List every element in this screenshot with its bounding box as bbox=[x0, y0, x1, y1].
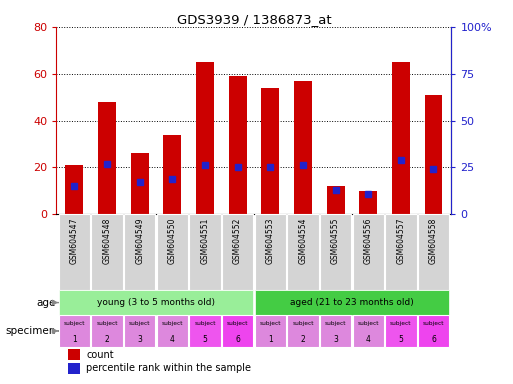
Bar bbox=[254, 315, 286, 347]
Bar bbox=[58, 214, 90, 290]
Bar bbox=[229, 76, 247, 214]
Bar bbox=[196, 62, 214, 214]
Text: subject: subject bbox=[260, 321, 281, 326]
Bar bbox=[352, 214, 384, 290]
Text: subject: subject bbox=[390, 321, 411, 326]
Text: subject: subject bbox=[423, 321, 444, 326]
Bar bbox=[222, 214, 253, 290]
Text: GSM604550: GSM604550 bbox=[168, 218, 177, 265]
Bar bbox=[320, 214, 351, 290]
Bar bbox=[58, 290, 253, 315]
Bar bbox=[156, 315, 188, 347]
Text: specimen: specimen bbox=[6, 326, 56, 336]
Bar bbox=[287, 315, 319, 347]
Bar bbox=[294, 81, 312, 214]
Text: subject: subject bbox=[162, 321, 183, 326]
Text: subject: subject bbox=[96, 321, 118, 326]
Text: GSM604549: GSM604549 bbox=[135, 218, 144, 265]
Bar bbox=[98, 102, 116, 214]
Bar bbox=[385, 315, 417, 347]
Text: young (3 to 5 months old): young (3 to 5 months old) bbox=[97, 298, 215, 307]
Text: subject: subject bbox=[194, 321, 216, 326]
Text: GSM604553: GSM604553 bbox=[266, 218, 275, 265]
Text: 5: 5 bbox=[203, 334, 207, 344]
Bar bbox=[392, 62, 410, 214]
Text: 1: 1 bbox=[72, 334, 77, 344]
Text: GSM604557: GSM604557 bbox=[397, 218, 405, 265]
Text: subject: subject bbox=[64, 321, 85, 326]
Text: age: age bbox=[36, 298, 56, 308]
Bar bbox=[66, 165, 83, 214]
Bar bbox=[327, 186, 345, 214]
Bar bbox=[385, 214, 417, 290]
Text: GSM604555: GSM604555 bbox=[331, 218, 340, 265]
Title: GDS3939 / 1386873_at: GDS3939 / 1386873_at bbox=[176, 13, 331, 26]
Bar bbox=[124, 214, 155, 290]
Bar bbox=[58, 315, 90, 347]
Bar bbox=[156, 214, 188, 290]
Text: aged (21 to 23 months old): aged (21 to 23 months old) bbox=[290, 298, 414, 307]
Bar bbox=[131, 153, 149, 214]
Bar bbox=[222, 315, 253, 347]
Bar bbox=[189, 315, 221, 347]
Bar bbox=[163, 134, 181, 214]
Text: 3: 3 bbox=[333, 334, 338, 344]
Text: 3: 3 bbox=[137, 334, 142, 344]
Text: 4: 4 bbox=[366, 334, 370, 344]
Text: GSM604556: GSM604556 bbox=[364, 218, 372, 265]
Text: 2: 2 bbox=[301, 334, 305, 344]
Text: 1: 1 bbox=[268, 334, 272, 344]
Text: subject: subject bbox=[227, 321, 248, 326]
Text: 6: 6 bbox=[431, 334, 436, 344]
Bar bbox=[352, 315, 384, 347]
Text: GSM604558: GSM604558 bbox=[429, 218, 438, 264]
Text: 2: 2 bbox=[105, 334, 109, 344]
Text: GSM604547: GSM604547 bbox=[70, 218, 79, 265]
Bar bbox=[91, 315, 123, 347]
Text: GSM604554: GSM604554 bbox=[299, 218, 307, 265]
Bar bbox=[254, 290, 449, 315]
Text: subject: subject bbox=[292, 321, 313, 326]
Bar bbox=[418, 315, 449, 347]
Bar bbox=[189, 214, 221, 290]
Text: subject: subject bbox=[358, 321, 379, 326]
Bar bbox=[287, 214, 319, 290]
Bar bbox=[68, 349, 80, 360]
Text: GSM604552: GSM604552 bbox=[233, 218, 242, 264]
Bar bbox=[261, 88, 279, 214]
Bar bbox=[124, 315, 155, 347]
Text: 4: 4 bbox=[170, 334, 175, 344]
Bar bbox=[418, 214, 449, 290]
Bar bbox=[68, 363, 80, 374]
Bar bbox=[424, 95, 442, 214]
Bar bbox=[359, 191, 377, 214]
Text: 6: 6 bbox=[235, 334, 240, 344]
Text: percentile rank within the sample: percentile rank within the sample bbox=[86, 363, 251, 373]
Text: count: count bbox=[86, 350, 114, 360]
Bar bbox=[254, 214, 286, 290]
Bar bbox=[91, 214, 123, 290]
Text: subject: subject bbox=[129, 321, 150, 326]
Text: GSM604548: GSM604548 bbox=[103, 218, 111, 264]
Text: subject: subject bbox=[325, 321, 346, 326]
Text: 5: 5 bbox=[399, 334, 403, 344]
Bar bbox=[320, 315, 351, 347]
Text: GSM604551: GSM604551 bbox=[201, 218, 209, 264]
